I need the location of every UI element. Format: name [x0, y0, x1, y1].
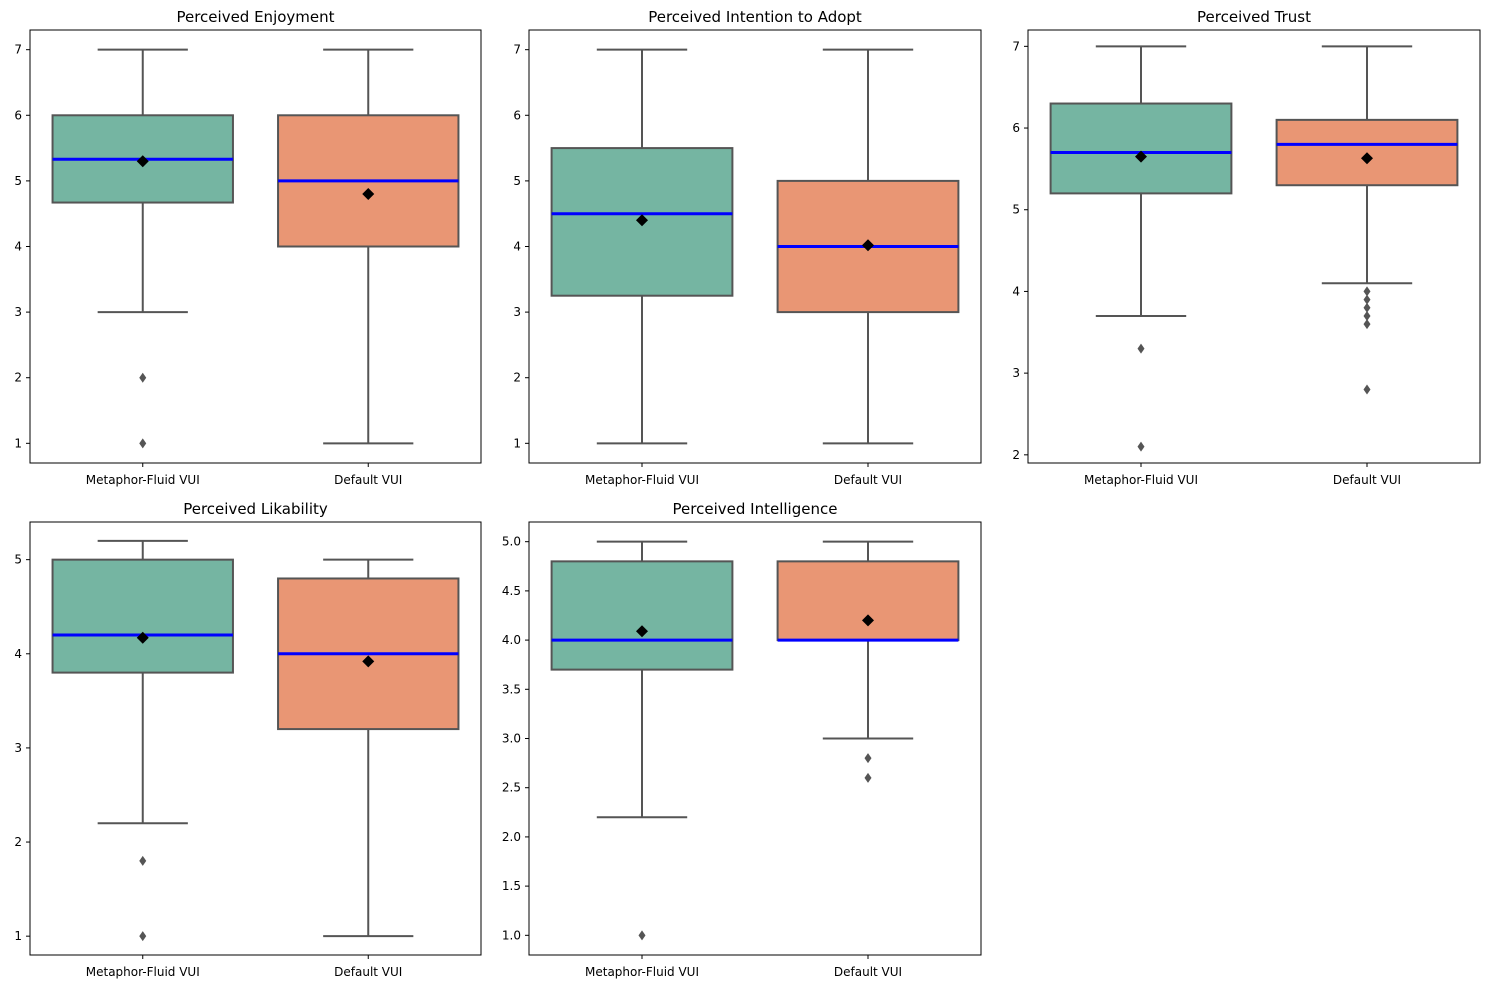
outlier-point [864, 753, 872, 764]
subplot-2: Perceived Intention to Adopt 1 2 3 4 5 6 7 Metap… [513, 8, 982, 487]
outlier-point [139, 372, 147, 383]
outlier-point [1363, 384, 1371, 395]
mean-marker [1361, 152, 1373, 165]
y-tick-label: 3.0 [502, 732, 521, 746]
box-default [277, 48, 460, 445]
y-tick-label: 1.5 [502, 879, 521, 893]
box-metaphor-fluid [550, 48, 734, 445]
x-tick-label: Default VUI [1333, 473, 1401, 487]
outlier-point [638, 930, 646, 941]
y-tick-label: 1.0 [502, 928, 521, 942]
box-default [1275, 45, 1459, 395]
y-tick-label: 2 [513, 371, 521, 385]
y-tick-label: 2.5 [502, 781, 521, 795]
y-tick-label: 1 [14, 436, 22, 450]
mean-marker [1135, 150, 1147, 163]
y-tick-label: 7 [1012, 39, 1020, 53]
x-tick-label: Metaphor-Fluid VUI [585, 473, 699, 487]
subplot-title: Perceived Intelligence [673, 500, 838, 518]
axes-frame [1027, 29, 1481, 464]
iqr-box [776, 560, 960, 642]
box-default [776, 48, 960, 445]
mean-marker [636, 214, 648, 227]
y-tick-label: 4 [513, 240, 521, 254]
y-tick-label: 3 [1012, 366, 1020, 380]
axes-frame [29, 521, 482, 956]
x-tick-label: Default VUI [834, 473, 902, 487]
outlier-point [139, 438, 147, 449]
y-tick-label: 5 [14, 174, 22, 188]
mean-marker [362, 655, 375, 668]
box-metaphor-fluid [51, 539, 234, 942]
y-tick-label: 3 [513, 305, 521, 319]
y-tick-label: 4 [1012, 284, 1020, 298]
y-tick-label: 3 [14, 305, 22, 319]
outlier-point [139, 855, 147, 866]
subplot-5: Perceived Intelligence 1.0 1.5 2.0 2.5 3.0 3.5… [502, 500, 982, 979]
mean-marker [862, 239, 874, 252]
x-tick-label: Metaphor-Fluid VUI [1084, 473, 1198, 487]
y-tick-label: 6 [513, 108, 521, 122]
x-tick-label: Default VUI [334, 473, 402, 487]
box-metaphor-fluid [550, 540, 734, 941]
subplot-title: Perceived Trust [1197, 8, 1311, 26]
axes-frame [528, 29, 982, 464]
y-tick-label: 7 [513, 43, 521, 57]
y-tick-label: 2 [1012, 448, 1020, 462]
y-tick-label: 6 [1012, 121, 1020, 135]
y-tick-label: 6 [14, 108, 22, 122]
box-metaphor-fluid [51, 48, 234, 449]
iqr-box [550, 560, 734, 671]
iqr-box [51, 558, 234, 674]
y-tick-label: 5 [513, 174, 521, 188]
y-tick-label: 3 [14, 741, 22, 755]
outlier-point [1137, 343, 1145, 354]
mean-marker [362, 188, 375, 201]
y-tick-label: 3.5 [502, 682, 521, 696]
y-tick-label: 4.5 [502, 584, 521, 598]
subplot-title: Perceived Intention to Adopt [648, 8, 862, 26]
outlier-point [1363, 294, 1371, 305]
y-tick-label: 4 [14, 240, 22, 254]
x-tick-label: Metaphor-Fluid VUI [86, 965, 200, 979]
x-tick-label: Default VUI [834, 965, 902, 979]
y-tick-label: 2.0 [502, 830, 521, 844]
mean-marker [636, 625, 648, 638]
subplot-1: Perceived Enjoyment 1 2 3 4 5 6 7 Metaphor-Fluid… [14, 8, 482, 487]
y-tick-label: 1 [14, 929, 22, 943]
outlier-point [1363, 310, 1371, 321]
box-metaphor-fluid [1049, 45, 1233, 452]
outlier-point [1363, 319, 1371, 330]
y-tick-label: 4.0 [502, 633, 521, 647]
subplot-title: Perceived Enjoyment [176, 8, 334, 26]
subplot-3: Perceived Trust 2 3 4 5 6 7 Metaphor-Fluid VUI D… [1012, 8, 1481, 487]
outlier-point [1137, 441, 1145, 452]
box-default [277, 558, 460, 938]
outlier-point [1363, 286, 1371, 297]
y-tick-label: 1 [513, 436, 521, 450]
outlier-point [139, 931, 147, 942]
x-tick-label: Metaphor-Fluid VUI [585, 965, 699, 979]
axes-frame [528, 521, 982, 956]
x-tick-label: Metaphor-Fluid VUI [86, 473, 200, 487]
mean-marker [862, 614, 874, 627]
outlier-point [864, 772, 872, 783]
y-tick-label: 4 [14, 647, 22, 661]
y-tick-label: 7 [14, 43, 22, 57]
mean-marker [136, 155, 149, 168]
x-tick-label: Default VUI [334, 965, 402, 979]
y-tick-label: 5 [14, 553, 22, 567]
y-tick-label: 5 [1012, 203, 1020, 217]
mean-marker [136, 631, 149, 644]
box-default [776, 540, 960, 783]
y-tick-label: 2 [14, 371, 22, 385]
outlier-point [1363, 302, 1371, 313]
subplot-4: Perceived Likability 1 2 3 4 5 Metaphor-Fluid … [14, 500, 482, 979]
subplot-title: Perceived Likability [183, 500, 328, 518]
y-tick-label: 2 [14, 835, 22, 849]
axes-frame [29, 29, 482, 464]
iqr-box [1049, 102, 1233, 195]
y-tick-label: 5.0 [502, 535, 521, 549]
